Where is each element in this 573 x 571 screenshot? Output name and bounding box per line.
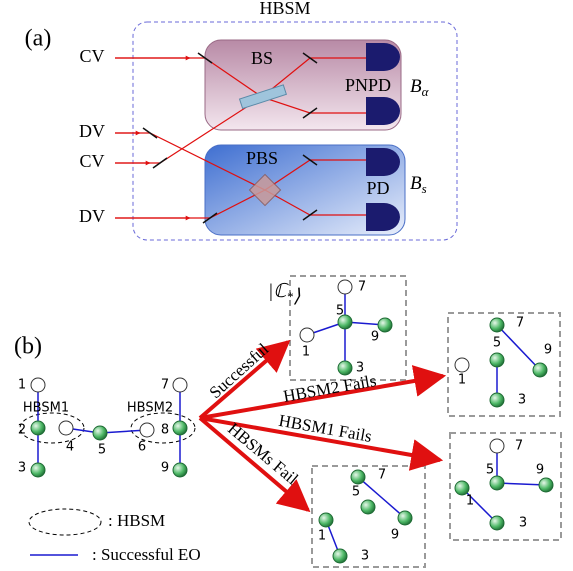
- vertex-label: 7: [378, 468, 386, 483]
- label: DV: [79, 121, 105, 141]
- vertex: [539, 478, 553, 492]
- vertex-label: 9: [544, 343, 552, 358]
- vertex-label: 8: [161, 423, 169, 438]
- vertex: [490, 353, 504, 367]
- vertex-label: 3: [518, 393, 526, 408]
- vertex-label: 5: [493, 336, 501, 351]
- b-s-part: s: [422, 181, 427, 196]
- vertex: [319, 513, 333, 527]
- label: CV: [79, 151, 104, 171]
- vertex: [351, 470, 365, 484]
- vertex: [455, 358, 469, 372]
- vertex: [140, 423, 154, 437]
- label: HBSM2: [127, 401, 173, 416]
- b-s: Bs: [410, 173, 427, 196]
- vertex: [300, 328, 314, 342]
- vertex-label: 9: [371, 330, 379, 345]
- vertex: [173, 421, 187, 435]
- vertex-label: 7: [358, 280, 366, 295]
- vertex: [31, 421, 45, 435]
- state-label-part: ⟩: [293, 286, 301, 307]
- outcome-label: Successful: [206, 339, 273, 402]
- vertex-label: 7: [515, 439, 523, 454]
- label: CV: [79, 46, 104, 66]
- vertex-label: 7: [161, 378, 169, 393]
- vertex: [490, 393, 504, 407]
- vertex-label: 3: [361, 549, 369, 564]
- vertex-label: 1: [18, 378, 26, 393]
- vertex: [361, 500, 375, 514]
- vertex: [31, 463, 45, 477]
- label: PNPD: [345, 75, 391, 95]
- vertex-label: 1: [302, 345, 310, 360]
- vertex: [490, 476, 504, 490]
- hbsm1-ellipse: [20, 413, 84, 443]
- vertex-label: 5: [352, 485, 360, 500]
- legend-label: : HBSM: [108, 511, 165, 530]
- vertex: [398, 511, 412, 525]
- label: HBSM: [259, 0, 310, 18]
- vertex: [490, 439, 504, 453]
- vertex: [338, 280, 352, 294]
- vertex-label: 9: [161, 461, 169, 476]
- vertex-label: 4: [66, 440, 74, 455]
- vertex-label: 1: [318, 529, 326, 544]
- vertex: [333, 549, 347, 563]
- label: (a): [25, 26, 52, 52]
- vertex: [490, 516, 504, 530]
- label: HBSM1: [23, 401, 69, 416]
- vertex: [533, 363, 547, 377]
- vertex-label: 5: [98, 443, 106, 458]
- b-alpha-part: α: [422, 84, 430, 99]
- vertex-label: 3: [18, 461, 26, 476]
- outcome-label: HBSM2 Fails: [282, 371, 378, 406]
- label: (b): [14, 334, 42, 360]
- vertex-label: 9: [536, 463, 544, 478]
- vertex-label: 1: [466, 494, 474, 509]
- state-label: |ℂ*⟩: [268, 281, 301, 307]
- vertex-label: 5: [486, 463, 494, 478]
- legend-label: : Successful EO: [92, 545, 201, 564]
- b-alpha: Bα: [410, 76, 430, 99]
- vertex-label: 6: [138, 440, 146, 455]
- vertex: [31, 378, 45, 392]
- label: PBS: [246, 148, 278, 168]
- label: DV: [79, 206, 105, 226]
- vertex: [93, 426, 107, 440]
- vertex-label: 3: [519, 516, 527, 531]
- legend-ellipse: [29, 509, 101, 535]
- vertex: [378, 318, 392, 332]
- vertex-label: 5: [336, 304, 344, 319]
- b-s-part: B: [410, 173, 422, 194]
- vertex: [173, 463, 187, 477]
- vertex: [59, 421, 73, 435]
- label: BS: [251, 48, 273, 68]
- label: PD: [366, 178, 389, 198]
- vertex: [490, 318, 504, 332]
- vertex-label: 7: [516, 316, 524, 331]
- vertex-label: 9: [391, 528, 399, 543]
- figure: (a)HBSMCVDVCVDVBSPNPDPBSPDBαBs(b)|ℂ*⟩123…: [0, 0, 573, 571]
- vertex-label: 2: [18, 423, 26, 438]
- vertex: [338, 361, 352, 375]
- vertex-label: 1: [458, 373, 466, 388]
- b-alpha-part: B: [410, 76, 422, 97]
- vertex: [173, 378, 187, 392]
